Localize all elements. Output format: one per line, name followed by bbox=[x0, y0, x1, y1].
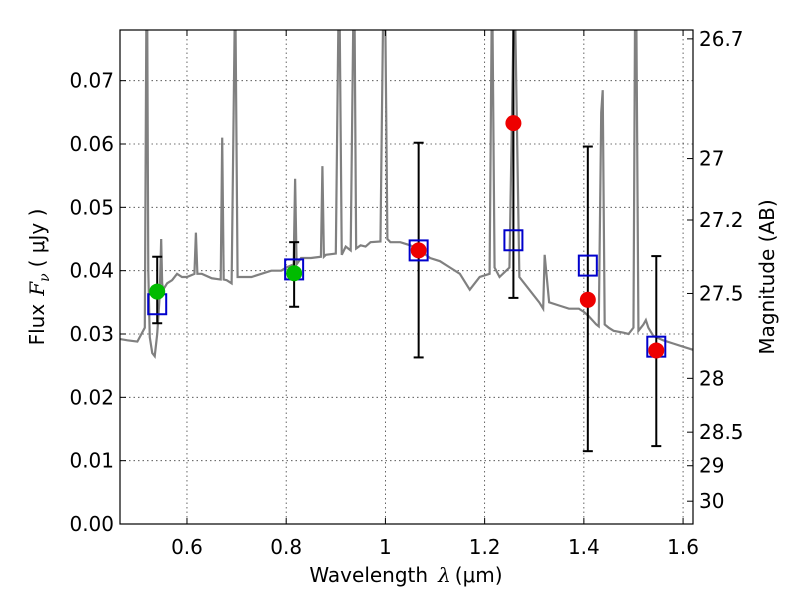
y2-tick-label: 27.2 bbox=[699, 208, 744, 232]
y-axis-subscript: ν bbox=[37, 273, 53, 282]
x-axis-symbol: λ bbox=[437, 563, 451, 587]
model-squares bbox=[147, 229, 667, 358]
x-axis-unit: (μm) bbox=[455, 563, 503, 587]
y2-axis-label: Magnitude (AB) bbox=[755, 199, 779, 354]
y2-tick-label: 26.7 bbox=[699, 27, 744, 51]
y-tick-label: 0.03 bbox=[69, 322, 114, 346]
x-axis-label: Wavelength λ (μm) bbox=[309, 563, 502, 587]
model-square bbox=[408, 239, 429, 262]
y2-tick-label: 29 bbox=[699, 454, 724, 478]
y2-axis-ticks: 26.7 27 27.2 27.5 28 28.5 29 30 bbox=[687, 27, 744, 513]
x-tick-label: 0.8 bbox=[270, 535, 302, 559]
data-points bbox=[149, 115, 665, 359]
y-axis-unit: ( μJy ) bbox=[25, 209, 49, 268]
x-axis-label-text: Wavelength bbox=[309, 563, 428, 587]
x-axis-ticks: 0.6 0.8 1 1.2 1.4 1.6 bbox=[171, 30, 699, 559]
red-data-point bbox=[648, 342, 665, 359]
x-tick-label: 1.6 bbox=[667, 535, 699, 559]
y-tick-label: 0.01 bbox=[69, 449, 114, 473]
model-square bbox=[577, 254, 598, 277]
red-data-point bbox=[410, 242, 427, 259]
y-tick-label: 0.02 bbox=[69, 385, 114, 409]
x-tick-label: 1.2 bbox=[469, 535, 501, 559]
y2-tick-label: 28 bbox=[699, 366, 724, 390]
y-axis-label-text: Flux bbox=[25, 304, 49, 346]
y-tick-label: 0.07 bbox=[69, 69, 114, 93]
x-tick-label: 0.6 bbox=[171, 535, 203, 559]
y2-tick-label: 30 bbox=[699, 489, 724, 513]
spectrum-line bbox=[120, 30, 693, 359]
x-tick-label: 1.4 bbox=[568, 535, 600, 559]
y-axis-symbol: F bbox=[25, 281, 49, 297]
y-tick-label: 0.06 bbox=[69, 132, 114, 156]
plot-frame bbox=[119, 29, 694, 525]
green-data-point bbox=[286, 265, 303, 282]
plot-area bbox=[120, 30, 693, 453]
model-square bbox=[503, 229, 524, 252]
y-axis-ticks: 0.00 0.01 0.02 0.03 0.04 0.05 0.06 0.07 bbox=[69, 69, 126, 536]
y2-tick-label: 28.5 bbox=[699, 420, 744, 444]
red-data-point bbox=[505, 115, 522, 132]
y-tick-label: 0.05 bbox=[69, 195, 114, 219]
green-data-point bbox=[149, 283, 166, 300]
red-data-point bbox=[579, 291, 596, 308]
y2-tick-label: 27.5 bbox=[699, 281, 744, 305]
y-tick-label: 0.04 bbox=[69, 259, 114, 283]
y-axis-label: Flux Fν ( μJy ) bbox=[25, 209, 53, 346]
x-tick-label: 1 bbox=[379, 535, 392, 559]
y-tick-label: 0.00 bbox=[69, 512, 114, 536]
y2-tick-label: 27 bbox=[699, 147, 724, 171]
